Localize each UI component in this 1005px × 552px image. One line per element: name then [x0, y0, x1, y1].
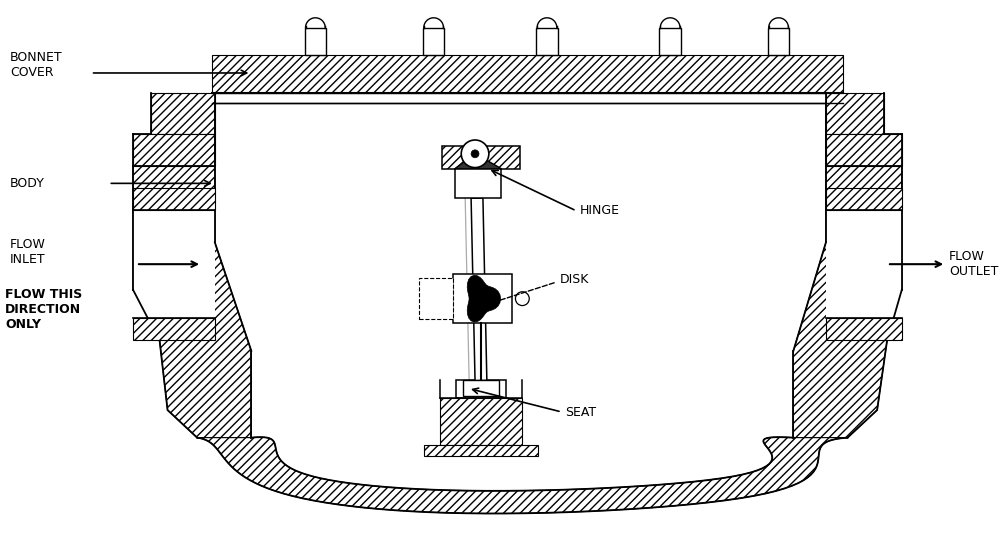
Polygon shape — [826, 134, 901, 166]
Circle shape — [471, 150, 479, 158]
Polygon shape — [424, 444, 538, 457]
Text: DISK: DISK — [560, 273, 589, 286]
Polygon shape — [439, 398, 523, 444]
Text: BODY: BODY — [10, 177, 45, 190]
Polygon shape — [215, 103, 826, 491]
Bar — [826, 210, 901, 319]
Text: FLOW
INLET: FLOW INLET — [10, 238, 46, 267]
Polygon shape — [133, 188, 215, 210]
Polygon shape — [793, 166, 901, 438]
Polygon shape — [133, 134, 215, 166]
Bar — [463, 380, 498, 396]
Bar — [305, 28, 327, 55]
Text: SEAT: SEAT — [565, 406, 596, 418]
Polygon shape — [212, 93, 842, 103]
Circle shape — [461, 140, 488, 168]
Text: BONNET
COVER: BONNET COVER — [10, 51, 62, 79]
Polygon shape — [826, 93, 884, 134]
Bar — [133, 210, 215, 319]
Bar — [768, 28, 789, 55]
Circle shape — [516, 292, 530, 306]
Polygon shape — [455, 154, 500, 168]
Polygon shape — [467, 275, 500, 322]
Bar — [536, 28, 558, 55]
Polygon shape — [455, 168, 500, 198]
Polygon shape — [441, 146, 521, 168]
Polygon shape — [133, 319, 215, 340]
Polygon shape — [453, 274, 513, 323]
Polygon shape — [133, 166, 251, 438]
Polygon shape — [151, 93, 215, 134]
Polygon shape — [471, 198, 486, 380]
Text: HINGE: HINGE — [580, 204, 619, 217]
Bar — [659, 28, 681, 55]
Polygon shape — [826, 188, 901, 210]
Polygon shape — [826, 319, 901, 340]
Bar — [423, 28, 444, 55]
Bar — [456, 380, 506, 398]
Bar — [419, 278, 453, 320]
Text: FLOW
OUTLET: FLOW OUTLET — [949, 250, 998, 278]
Polygon shape — [197, 437, 847, 513]
Text: FLOW THIS
DIRECTION
ONLY: FLOW THIS DIRECTION ONLY — [5, 288, 82, 331]
Polygon shape — [212, 55, 842, 93]
